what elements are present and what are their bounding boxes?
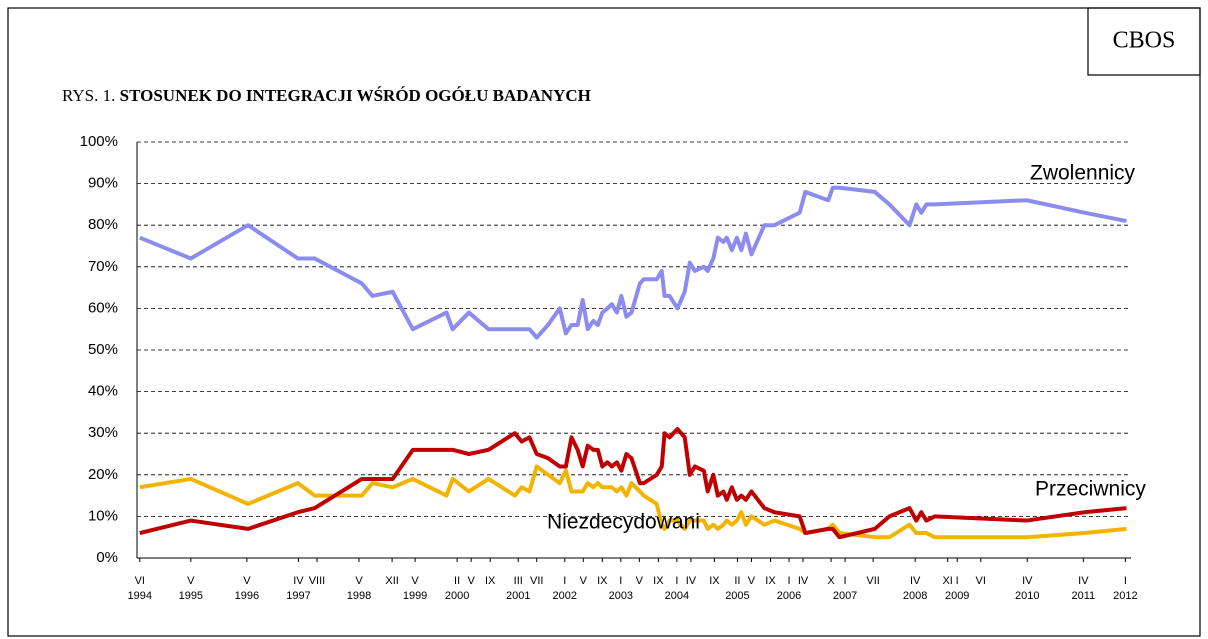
x-tick-label: I bbox=[787, 575, 790, 587]
series-label: Niezdecydowani bbox=[547, 511, 700, 534]
y-tick-label: 60% bbox=[88, 299, 118, 316]
x-year-label: 2007 bbox=[833, 590, 857, 602]
x-tick-label: X bbox=[827, 575, 835, 587]
y-tick-label: 20% bbox=[88, 466, 118, 483]
y-tick-label: 70% bbox=[88, 258, 118, 275]
x-tick-label: IV bbox=[293, 575, 304, 587]
x-tick-label: XI bbox=[942, 575, 952, 587]
x-tick-label: IX bbox=[765, 575, 776, 587]
x-year-label: 2005 bbox=[725, 590, 749, 602]
x-tick-label: IV bbox=[1078, 575, 1089, 587]
x-tick-label: I bbox=[844, 575, 847, 587]
x-year-label: 2009 bbox=[945, 590, 969, 602]
x-year-label: 2001 bbox=[506, 590, 530, 602]
series-label: Przeciwnicy bbox=[1035, 478, 1146, 501]
y-tick-label: 40% bbox=[88, 383, 118, 400]
x-year-label: 2000 bbox=[445, 590, 469, 602]
x-year-label: 1995 bbox=[179, 590, 203, 602]
x-tick-label: V bbox=[748, 575, 756, 587]
chart-title: RYS. 1. STOSUNEK DO INTEGRACJI WŚRÓD OGÓ… bbox=[62, 86, 591, 105]
x-tick-label: I bbox=[956, 575, 959, 587]
x-year-label: 2011 bbox=[1072, 590, 1096, 602]
x-tick-label: VIII bbox=[309, 575, 326, 587]
x-tick-label: V bbox=[636, 575, 644, 587]
x-tick-label: IV bbox=[910, 575, 921, 587]
y-tick-label: 100% bbox=[80, 133, 118, 150]
y-tick-label: 80% bbox=[88, 216, 118, 233]
y-tick-label: 30% bbox=[88, 424, 118, 441]
x-tick-label: IX bbox=[597, 575, 608, 587]
x-tick-label: V bbox=[355, 575, 363, 587]
logo-box bbox=[1087, 7, 1201, 76]
x-year-label: 1997 bbox=[286, 590, 310, 602]
y-tick-label: 10% bbox=[88, 507, 118, 524]
x-tick-label: IX bbox=[485, 575, 496, 587]
x-tick-label: V bbox=[580, 575, 588, 587]
x-year-label: 1998 bbox=[347, 590, 371, 602]
title: STOSUNEK DO INTEGRACJI WŚRÓD OGÓŁU BADAN… bbox=[120, 86, 591, 105]
x-tick-label: V bbox=[187, 575, 195, 587]
x-year-label: 2002 bbox=[553, 590, 577, 602]
x-tick-label: IX bbox=[653, 575, 664, 587]
x-tick-label: I bbox=[675, 575, 678, 587]
series-line bbox=[139, 185, 1127, 340]
x-year-label: 1999 bbox=[403, 590, 427, 602]
x-year-label: 2010 bbox=[1015, 590, 1039, 602]
x-year-label: 2012 bbox=[1113, 590, 1137, 602]
x-year-label: 2008 bbox=[903, 590, 927, 602]
x-tick-label: V bbox=[411, 575, 419, 587]
x-tick-label: IV bbox=[1022, 575, 1033, 587]
x-tick-label: V bbox=[243, 575, 251, 587]
x-year-label: 2004 bbox=[665, 590, 689, 602]
x-tick-label: VI bbox=[135, 575, 145, 587]
x-tick-label: I bbox=[619, 575, 622, 587]
series-label: Zwolennicy bbox=[1030, 162, 1136, 185]
x-year-label: 2003 bbox=[609, 590, 633, 602]
x-tick-label: II bbox=[454, 575, 460, 587]
x-tick-label: II bbox=[734, 575, 740, 587]
y-tick-label: 90% bbox=[88, 175, 118, 192]
x-year-label: 1994 bbox=[128, 590, 152, 602]
y-tick-label: 50% bbox=[88, 341, 118, 358]
x-year-label: 1996 bbox=[235, 590, 259, 602]
x-tick-label: XII bbox=[385, 575, 398, 587]
x-tick-label: IV bbox=[686, 575, 697, 587]
x-tick-label: I bbox=[1124, 575, 1127, 587]
x-tick-label: I bbox=[563, 575, 566, 587]
x-tick-label: VI bbox=[976, 575, 986, 587]
x-year-label: 2006 bbox=[777, 590, 801, 602]
series-line bbox=[139, 427, 1127, 540]
figure-label: RYS. 1. bbox=[62, 86, 115, 105]
x-tick-label: III bbox=[514, 575, 523, 587]
x-tick-label: VII bbox=[530, 575, 543, 587]
x-tick-label: IV bbox=[798, 575, 809, 587]
frame bbox=[7, 7, 1201, 637]
x-tick-label: VII bbox=[866, 575, 879, 587]
source-logo: CBOS bbox=[1113, 28, 1176, 54]
y-tick-label: 0% bbox=[96, 549, 118, 566]
x-tick-label: IX bbox=[709, 575, 720, 587]
x-tick-label: V bbox=[467, 575, 475, 587]
